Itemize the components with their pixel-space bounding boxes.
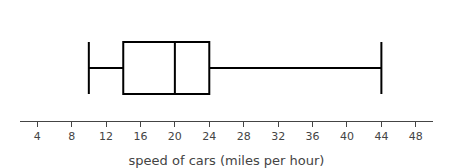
svg-text:12: 12 (99, 130, 113, 143)
svg-text:32: 32 (271, 130, 285, 143)
svg-text:24: 24 (202, 130, 216, 143)
svg-text:20: 20 (168, 130, 182, 143)
svg-text:4: 4 (34, 130, 41, 143)
svg-text:16: 16 (133, 130, 147, 143)
svg-text:speed of cars (miles per hour): speed of cars (miles per hour) (129, 153, 325, 168)
svg-text:44: 44 (374, 130, 388, 143)
svg-text:36: 36 (306, 130, 320, 143)
svg-text:8: 8 (68, 130, 75, 143)
svg-text:48: 48 (409, 130, 423, 143)
svg-text:28: 28 (237, 130, 251, 143)
svg-text:40: 40 (340, 130, 354, 143)
